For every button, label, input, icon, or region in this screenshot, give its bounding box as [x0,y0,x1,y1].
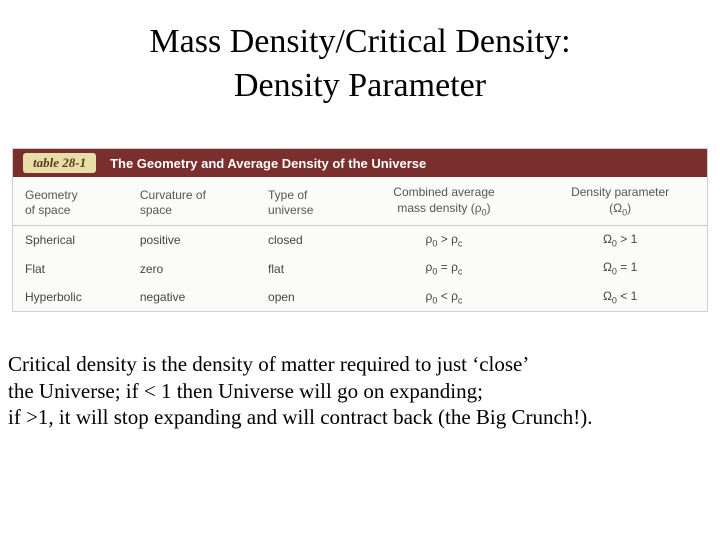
table-row: Hyperbolic negative open ρ0 < ρc Ω0 < 1 [13,283,707,311]
cell-curv: negative [128,283,256,311]
cell-dens: ρ0 = ρc [355,254,534,282]
body-paragraph: Critical density is the density of matte… [8,351,712,430]
body-line-1: Critical density is the density of matte… [8,351,712,377]
data-table: Geometryof space Curvature ofspace Type … [13,177,707,311]
col-density: Combined averagemass density (ρ0) [355,177,534,225]
cell-type: flat [256,254,355,282]
cell-type: open [256,283,355,311]
cell-dens: ρ0 < ρc [355,283,534,311]
table-tag: table 28-1 [23,153,96,173]
body-line-2: the Universe; if < 1 then Universe will … [8,378,712,404]
cell-geom: Spherical [13,226,128,255]
cell-geom: Flat [13,254,128,282]
cell-param: Ω0 = 1 [533,254,707,282]
col-parameter: Density parameter(Ω0) [533,177,707,225]
col-type: Type ofuniverse [256,177,355,225]
table-header-bar: table 28-1 The Geometry and Average Dens… [13,149,707,177]
cell-curv: positive [128,226,256,255]
slide-title: Mass Density/Critical Density: Density P… [0,0,720,138]
table-row: Flat zero flat ρ0 = ρc Ω0 = 1 [13,254,707,282]
col-geometry: Geometryof space [13,177,128,225]
title-line-1: Mass Density/Critical Density: [0,20,720,64]
cell-param: Ω0 > 1 [533,226,707,255]
cell-geom: Hyperbolic [13,283,128,311]
col-curvature: Curvature ofspace [128,177,256,225]
cell-dens: ρ0 > ρc [355,226,534,255]
table-header-row: Geometryof space Curvature ofspace Type … [13,177,707,225]
density-table: table 28-1 The Geometry and Average Dens… [12,148,708,312]
cell-type: closed [256,226,355,255]
table-tag-label: table 28-1 [33,155,86,170]
cell-param: Ω0 < 1 [533,283,707,311]
body-line-3: if >1, it will stop expanding and will c… [8,404,712,430]
title-line-2: Density Parameter [0,64,720,108]
cell-curv: zero [128,254,256,282]
table-title: The Geometry and Average Density of the … [110,156,426,171]
table-row: Spherical positive closed ρ0 > ρc Ω0 > 1 [13,226,707,255]
